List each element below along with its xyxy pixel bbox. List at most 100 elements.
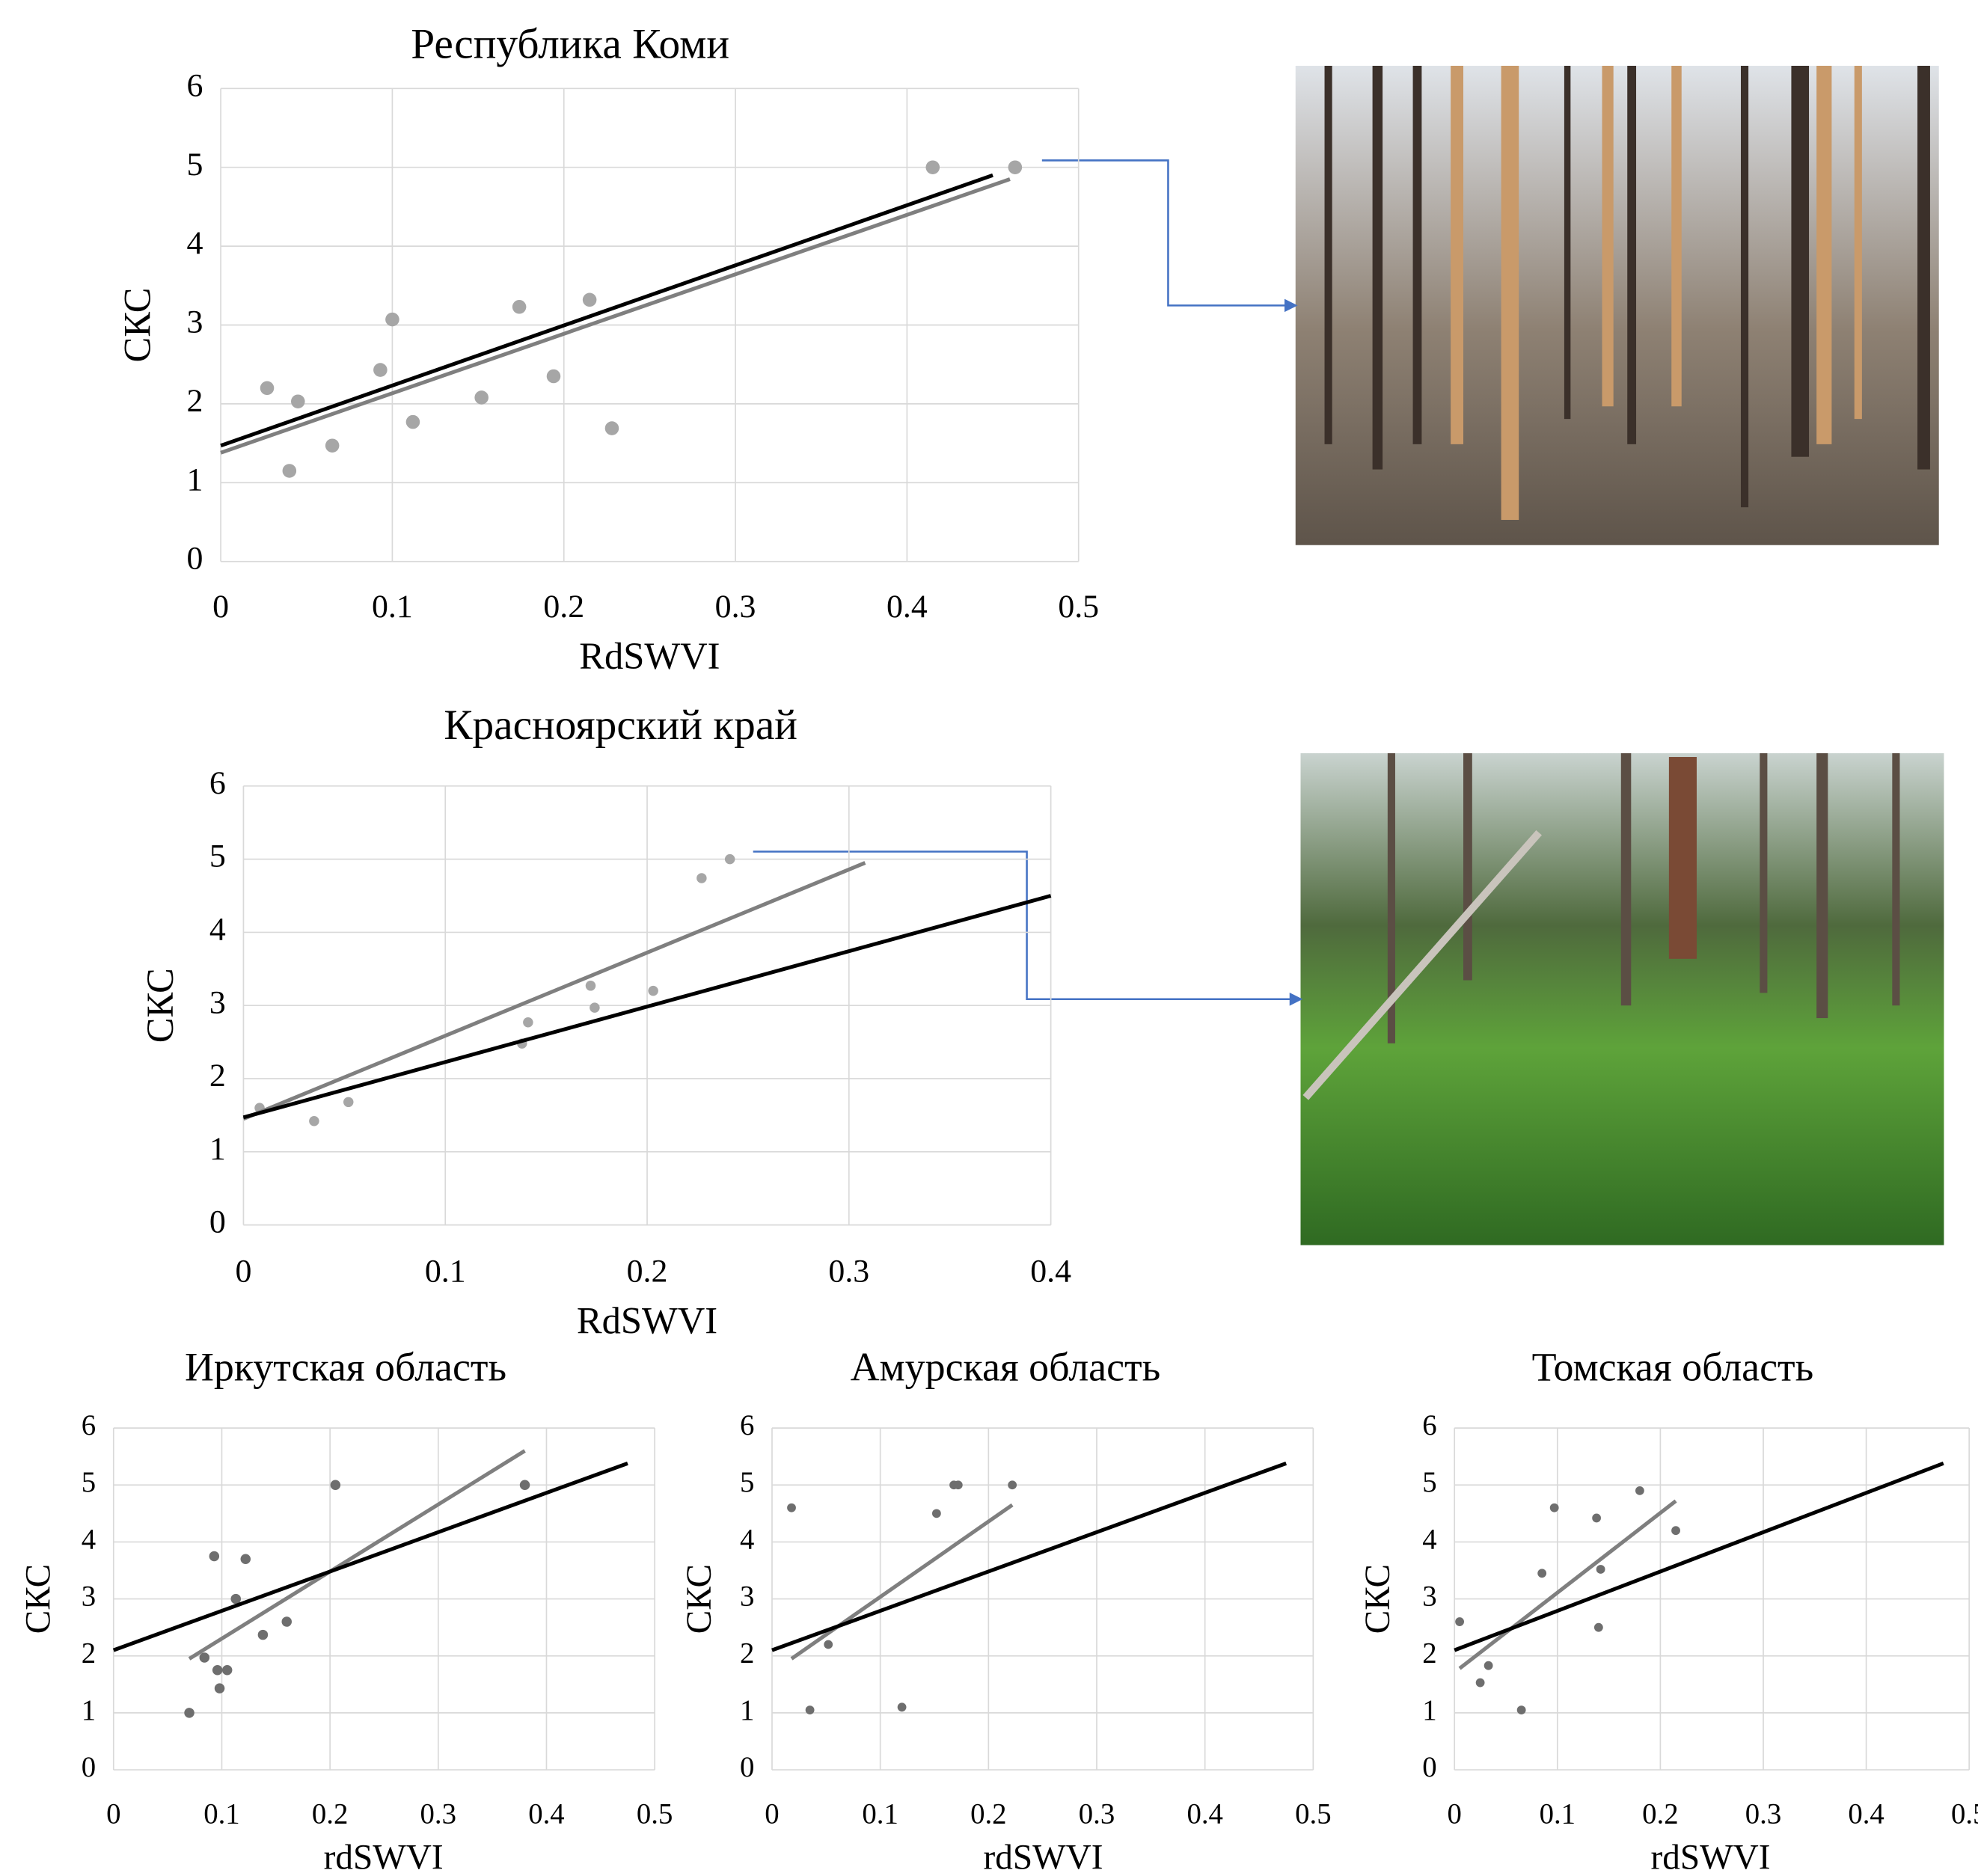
data-point xyxy=(897,1702,907,1712)
data-point xyxy=(648,985,658,996)
x-axis-label: RdSWVI xyxy=(577,1299,717,1341)
data-point xyxy=(519,1480,530,1491)
y-tick-label: 1 xyxy=(740,1694,754,1726)
data-point xyxy=(696,873,707,883)
trend-line xyxy=(242,861,866,1121)
chart-title: Амурская область xyxy=(851,1345,1161,1390)
connector xyxy=(753,159,1303,1006)
y-tick-label: 3 xyxy=(187,304,203,340)
x-tick-label: 0.3 xyxy=(828,1253,869,1289)
x-tick-label: 0.4 xyxy=(1187,1797,1222,1830)
y-tick-label: 0 xyxy=(82,1751,96,1783)
x-tick-label: 0 xyxy=(106,1797,120,1830)
data-point xyxy=(230,1593,241,1604)
chart-title: Томская область xyxy=(1532,1345,1814,1390)
y-tick-label: 5 xyxy=(1422,1466,1436,1498)
y-tick-label: 5 xyxy=(740,1466,754,1498)
y-tick-label: 2 xyxy=(82,1637,96,1670)
trend-line xyxy=(188,1449,526,1661)
data-point xyxy=(474,390,489,405)
data-point xyxy=(184,1708,195,1718)
data-point xyxy=(604,421,619,435)
data-point xyxy=(1549,1503,1559,1512)
y-axis-label: СКС xyxy=(139,968,181,1043)
data-point xyxy=(1484,1661,1493,1670)
chart: 0 1 2 3 4 5 6 0 0.1 0.2 0.3 0.4 0.5 Иркутская область… xyxy=(19,1345,673,1876)
data-point xyxy=(291,394,305,408)
y-tick-label: 2 xyxy=(187,383,203,419)
data-point xyxy=(1455,1617,1464,1626)
y-tick-label: 0 xyxy=(1422,1751,1436,1783)
x-tick-label: 0.2 xyxy=(970,1797,1006,1830)
data-point xyxy=(221,1665,233,1676)
data-point xyxy=(805,1705,815,1714)
y-tick-label: 1 xyxy=(187,462,203,497)
x-tick-label: 0 xyxy=(765,1797,779,1830)
chart-title: Иркутская область xyxy=(185,1345,506,1390)
x-axis-label: rdSWVI xyxy=(984,1838,1103,1876)
data-point xyxy=(1592,1513,1602,1523)
y-tick-label: 2 xyxy=(1422,1637,1436,1670)
trend-line xyxy=(1454,1461,1944,1652)
x-tick-label: 0.1 xyxy=(203,1797,239,1830)
data-point xyxy=(953,1480,963,1490)
x-tick-label: 0.4 xyxy=(1030,1253,1071,1289)
y-tick-label: 4 xyxy=(209,911,226,947)
data-point xyxy=(512,299,527,314)
y-tick-label: 4 xyxy=(82,1523,96,1555)
y-tick-label: 1 xyxy=(82,1694,96,1726)
data-point xyxy=(585,981,596,991)
data-point xyxy=(281,1616,292,1627)
x-tick-label: 0.2 xyxy=(312,1797,348,1830)
x-tick-label: 0.5 xyxy=(1295,1797,1331,1830)
data-point xyxy=(1593,1622,1603,1632)
chart-title: Красноярский край xyxy=(444,702,797,749)
y-tick-label: 5 xyxy=(187,147,203,183)
x-tick-label: 0.2 xyxy=(627,1253,668,1289)
data-point xyxy=(523,1017,533,1028)
trend-line xyxy=(771,1461,1287,1652)
chart: 0 1 2 3 4 5 6 0 0.1 0.2 0.3 0.4 0.5 Республика Коми Rd… xyxy=(116,21,1099,677)
y-tick-label: 3 xyxy=(209,984,226,1020)
data-point xyxy=(546,369,561,384)
data-point xyxy=(199,1652,210,1663)
data-point xyxy=(214,1683,225,1693)
y-tick-label: 6 xyxy=(82,1409,96,1441)
data-point xyxy=(373,363,388,377)
data-point xyxy=(343,1097,354,1108)
y-tick-label: 6 xyxy=(187,67,203,103)
x-tick-label: 0.4 xyxy=(1848,1797,1884,1830)
y-tick-label: 6 xyxy=(209,765,226,801)
y-tick-label: 0 xyxy=(740,1751,754,1783)
y-axis-label: СКС xyxy=(19,1564,58,1634)
data-point xyxy=(1537,1569,1547,1578)
data-point xyxy=(209,1551,220,1562)
x-axis-label: rdSWVI xyxy=(324,1838,444,1876)
data-point xyxy=(1008,160,1023,174)
x-tick-label: 0 xyxy=(1448,1797,1462,1830)
data-point xyxy=(212,1665,223,1676)
y-tick-label: 1 xyxy=(209,1131,226,1167)
data-point xyxy=(925,160,940,174)
data-point xyxy=(330,1480,341,1491)
x-axis-label: rdSWVI xyxy=(1651,1838,1771,1876)
x-tick-label: 0.4 xyxy=(887,589,928,625)
y-tick-label: 0 xyxy=(209,1204,226,1240)
x-tick-label: 0.1 xyxy=(425,1253,466,1289)
data-point xyxy=(1596,1565,1605,1574)
y-tick-label: 6 xyxy=(1422,1409,1436,1441)
x-tick-label: 0.4 xyxy=(528,1797,564,1830)
photo-burned-forest xyxy=(1295,65,1939,545)
y-tick-label: 3 xyxy=(740,1580,754,1612)
trend-line xyxy=(220,173,993,448)
data-point xyxy=(724,853,735,865)
data-point xyxy=(260,381,275,396)
x-tick-label: 0.5 xyxy=(1951,1797,1978,1830)
trend-line xyxy=(790,1503,1014,1661)
y-tick-label: 3 xyxy=(1422,1580,1436,1612)
data-point xyxy=(1516,1705,1526,1714)
y-tick-label: 5 xyxy=(209,839,226,874)
y-axis-label: СКС xyxy=(116,288,158,363)
